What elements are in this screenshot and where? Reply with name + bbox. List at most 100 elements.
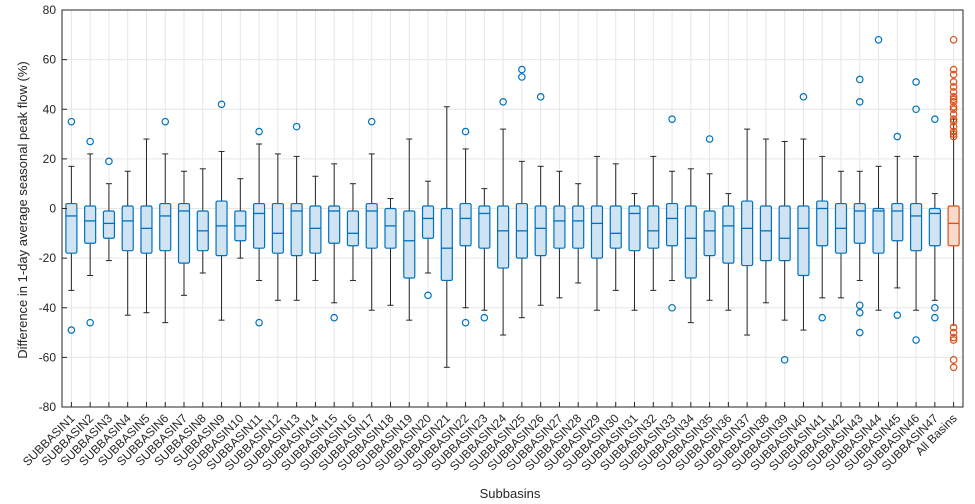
outlier-point xyxy=(949,78,958,86)
box-iqr xyxy=(159,202,172,252)
box-iqr xyxy=(722,205,735,264)
box-subbasin18 xyxy=(384,198,397,306)
y-tick-label: -80 xyxy=(39,400,57,414)
box-iqr xyxy=(346,210,360,247)
box-subbasin41 xyxy=(816,155,829,322)
box-iqr xyxy=(928,207,941,247)
box-subbasin27 xyxy=(553,170,566,299)
box-subbasin26 xyxy=(534,93,547,306)
box-subbasin33 xyxy=(665,115,679,312)
outlier-point xyxy=(949,336,958,344)
box-subbasin39 xyxy=(778,141,791,364)
box-subbasin5 xyxy=(140,138,153,314)
box-subbasin40 xyxy=(797,93,810,331)
box-iqr xyxy=(309,205,322,254)
boxes-layer xyxy=(65,35,960,372)
box-iqr xyxy=(553,205,566,249)
axes-frame xyxy=(61,9,964,408)
y-tick-labels: -80 -60 -40 -20 0 20 40 60 80 xyxy=(39,3,57,414)
box-iqr xyxy=(84,205,97,244)
outlier-point xyxy=(949,132,958,141)
outlier-point xyxy=(705,135,714,143)
box-subbasin42 xyxy=(834,170,848,299)
y-tick-label: 20 xyxy=(43,152,57,166)
outlier-point xyxy=(461,318,470,327)
y-tick-label: 0 xyxy=(49,202,56,216)
y-tick-label: 40 xyxy=(43,102,57,116)
box-subbasin36 xyxy=(722,193,735,311)
outlier-point xyxy=(855,98,864,106)
box-iqr xyxy=(215,200,228,257)
outlier-point xyxy=(949,127,958,136)
outlier-point xyxy=(949,130,958,138)
box-subbasin22 xyxy=(459,127,472,327)
outlier-point xyxy=(949,363,958,372)
box-subbasin45 xyxy=(891,132,904,319)
box-iqr xyxy=(684,205,697,279)
box-iqr xyxy=(628,205,641,252)
box-iqr xyxy=(665,202,679,247)
box-subbasin32 xyxy=(647,155,660,291)
outlier-point xyxy=(518,73,526,81)
y-axis-label: Difference in 1-day average seasonal pea… xyxy=(15,61,30,358)
outlier-point xyxy=(855,328,864,337)
box-iqr xyxy=(65,202,78,254)
box-subbasin29 xyxy=(590,155,604,311)
box-subbasin38 xyxy=(759,138,773,304)
outlier-point xyxy=(949,105,958,114)
outlier-point xyxy=(931,115,939,123)
outlier-point xyxy=(893,311,902,319)
box-subbasin43 xyxy=(853,75,866,337)
outlier-point xyxy=(367,117,376,126)
box-iqr xyxy=(403,210,416,279)
box-iqr xyxy=(853,202,866,244)
box-subbasin6 xyxy=(159,117,172,324)
box-iqr xyxy=(384,207,397,249)
y-tick-label: -40 xyxy=(39,301,57,315)
outlier-point xyxy=(461,127,470,136)
outlier-point xyxy=(949,98,958,106)
box-subbasin24 xyxy=(497,98,510,336)
outlier-point xyxy=(536,93,545,101)
box-subbasin15 xyxy=(328,163,341,322)
box-iqr xyxy=(909,202,923,252)
y-tick-label: -60 xyxy=(39,350,57,364)
box-iqr xyxy=(252,202,266,249)
box-iqr xyxy=(572,205,585,249)
box-subbasin47 xyxy=(928,115,941,322)
outlier-point xyxy=(912,336,920,344)
outlier-point xyxy=(912,105,920,114)
outlier-point xyxy=(780,356,789,364)
outlier-point xyxy=(949,110,958,119)
box-subbasin3 xyxy=(102,157,116,262)
outlier-point xyxy=(105,157,113,166)
box-iqr xyxy=(328,205,341,244)
plot-border xyxy=(61,9,964,408)
y-tick-label: 60 xyxy=(43,53,57,67)
y-tick-label: -20 xyxy=(39,251,57,265)
box-iqr xyxy=(177,202,191,264)
box-subbasin12 xyxy=(271,153,284,301)
outlier-point xyxy=(330,313,338,322)
box-iqr xyxy=(778,205,791,262)
outlier-point xyxy=(949,122,958,131)
outlier-point xyxy=(949,95,958,104)
outlier-point xyxy=(161,117,170,126)
box-iqr xyxy=(365,202,378,249)
box-subbasin19 xyxy=(403,138,416,321)
box-iqr xyxy=(271,202,284,254)
outlier-point xyxy=(86,318,94,327)
box-all-basins xyxy=(947,35,960,372)
outlier-point xyxy=(480,313,489,322)
outlier-point xyxy=(424,291,432,300)
box-subbasin4 xyxy=(121,170,134,316)
y-tick-label: 80 xyxy=(43,3,57,17)
box-subbasin35 xyxy=(703,135,716,301)
outlier-point xyxy=(949,65,958,74)
box-iqr xyxy=(947,205,960,247)
box-subbasin21 xyxy=(440,106,453,368)
box-subbasin17 xyxy=(365,117,378,311)
outlier-point xyxy=(949,115,958,123)
outlier-point xyxy=(499,98,507,106)
box-iqr xyxy=(497,205,510,269)
